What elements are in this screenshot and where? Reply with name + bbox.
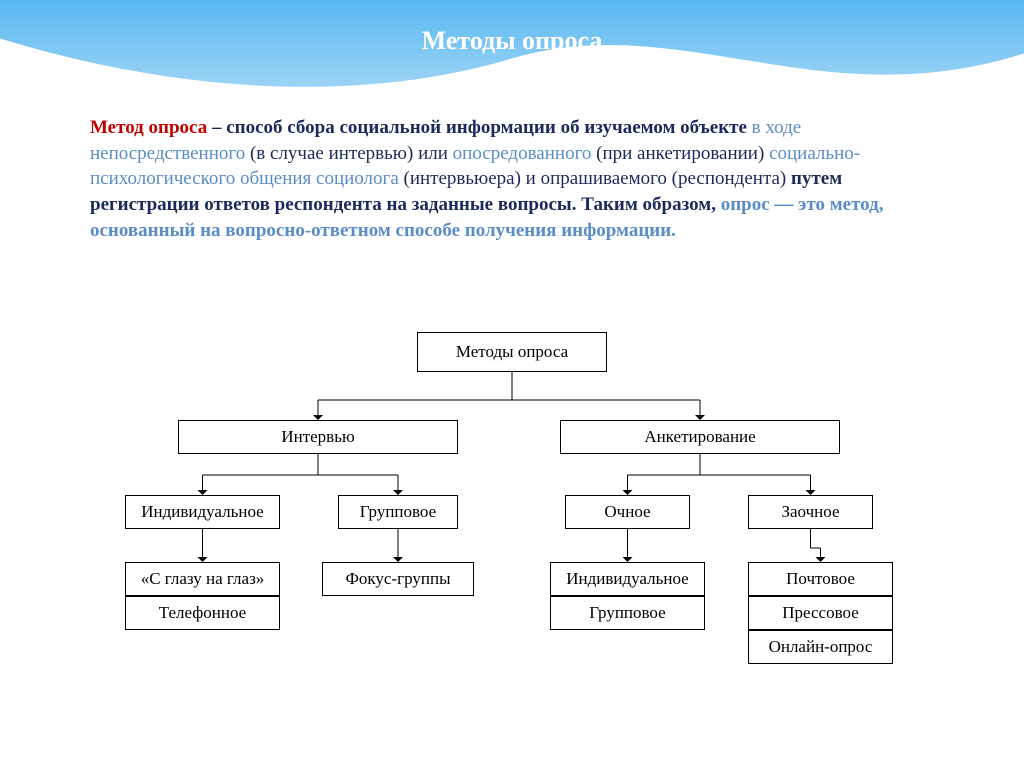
slide: Методы опроса Метод опроса – способ сбор… bbox=[0, 0, 1024, 767]
node-anket: Анкетирование bbox=[560, 420, 840, 454]
def-part5: (в случае интервью) или bbox=[250, 143, 448, 164]
term: Метод опроса bbox=[90, 117, 207, 138]
node-group2: Групповое bbox=[550, 596, 705, 630]
page-title: Методы опроса bbox=[0, 26, 1024, 56]
node-glaz: «С глазу на глаз» bbox=[125, 562, 280, 596]
def-part11: Таким образом, bbox=[581, 194, 716, 215]
node-interv: Интервью bbox=[178, 420, 458, 454]
definition-paragraph: Метод опроса – способ сбора социальной и… bbox=[90, 115, 940, 243]
node-indiv1: Индивидуальное bbox=[125, 495, 280, 529]
node-indiv2: Индивидуальное bbox=[550, 562, 705, 596]
node-online: Онлайн-опрос bbox=[748, 630, 893, 664]
node-press: Прессовое bbox=[748, 596, 893, 630]
node-root: Методы опроса bbox=[417, 332, 607, 372]
node-tel: Телефонное bbox=[125, 596, 280, 630]
def-part9: (интервьюера) и опрашиваемого (респонден… bbox=[404, 168, 787, 189]
dash: – bbox=[207, 117, 226, 138]
node-ochnoe: Очное bbox=[565, 495, 690, 529]
node-group1: Групповое bbox=[338, 495, 458, 529]
node-fokus: Фокус-группы bbox=[322, 562, 474, 596]
def-part7: (при анкетировании) bbox=[596, 143, 764, 164]
def-main: способ сбора социальной информации об из… bbox=[226, 117, 747, 138]
node-pocht: Почтовое bbox=[748, 562, 893, 596]
def-part6: опосредованного bbox=[448, 143, 596, 164]
node-zaoch: Заочное bbox=[748, 495, 873, 529]
